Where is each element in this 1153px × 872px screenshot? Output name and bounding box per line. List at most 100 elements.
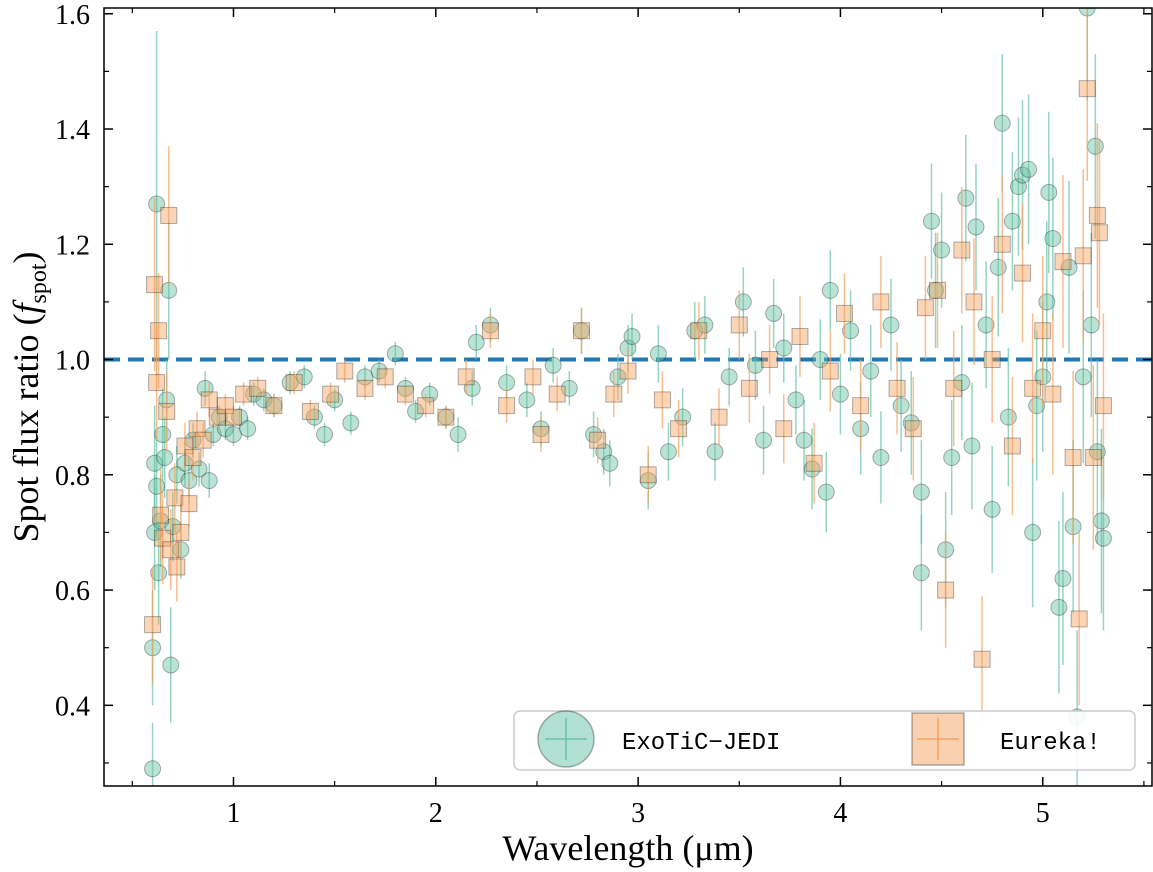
data-point xyxy=(176,437,194,455)
data-point xyxy=(953,241,971,259)
data-point xyxy=(158,402,176,420)
data-point xyxy=(817,483,835,501)
data-point xyxy=(1014,264,1032,282)
data-point xyxy=(710,408,728,426)
data-point xyxy=(872,293,890,311)
data-point xyxy=(1074,247,1092,265)
data-point xyxy=(761,351,779,369)
data-point xyxy=(437,408,455,426)
data-point xyxy=(957,189,975,207)
data-point xyxy=(755,431,773,449)
data-point xyxy=(912,564,930,582)
data-point xyxy=(945,379,963,397)
data-point xyxy=(336,362,354,380)
data-point xyxy=(396,385,414,403)
data-point xyxy=(805,454,823,472)
data-point xyxy=(498,397,516,415)
data-point xyxy=(989,258,1007,276)
data-point xyxy=(720,368,738,386)
data-point xyxy=(933,241,951,259)
data-point xyxy=(746,356,764,374)
data-point xyxy=(1054,253,1072,271)
legend-frame xyxy=(513,710,1136,771)
data-point xyxy=(162,656,180,674)
data-point xyxy=(156,449,174,467)
data-point xyxy=(740,379,758,397)
data-point xyxy=(146,454,164,472)
data-point xyxy=(993,235,1011,253)
data-point xyxy=(973,650,991,668)
data-point xyxy=(148,195,166,213)
data-point xyxy=(696,316,714,334)
data-point xyxy=(882,316,900,334)
data-point xyxy=(706,443,724,461)
data-point xyxy=(912,483,930,501)
data-point xyxy=(200,472,218,490)
data-point xyxy=(548,385,566,403)
data-point xyxy=(239,420,257,438)
data-point xyxy=(265,397,283,415)
data-point xyxy=(376,368,394,386)
data-point xyxy=(690,322,708,340)
series-eureka xyxy=(144,8,1112,723)
y-tick-label: 1.6 xyxy=(55,0,90,31)
data-point xyxy=(821,362,839,380)
data-point xyxy=(999,408,1017,426)
data-point xyxy=(285,374,303,392)
data-point xyxy=(775,339,793,357)
data-point xyxy=(734,293,752,311)
data-point xyxy=(803,460,821,478)
data-point xyxy=(943,449,961,467)
data-point xyxy=(929,281,947,299)
data-point xyxy=(1060,258,1078,276)
x-axis-label: Wavelength (μm) xyxy=(502,828,753,868)
data-point xyxy=(821,281,839,299)
data-point xyxy=(235,385,253,403)
data-point xyxy=(498,374,516,392)
data-point xyxy=(775,420,793,438)
y-tick-label: 0.6 xyxy=(55,576,90,607)
data-point xyxy=(811,351,829,369)
data-point xyxy=(922,212,940,230)
data-point xyxy=(1009,178,1027,196)
data-point xyxy=(144,616,162,634)
data-point xyxy=(649,345,667,363)
data-point xyxy=(518,391,536,409)
data-point xyxy=(166,489,184,507)
data-point xyxy=(1044,230,1062,248)
data-point xyxy=(862,362,880,380)
data-point xyxy=(842,322,860,340)
data-point xyxy=(937,581,955,599)
data-point xyxy=(605,385,623,403)
data-point xyxy=(532,425,550,443)
data-point xyxy=(210,408,228,426)
data-point xyxy=(160,206,178,224)
data-point xyxy=(457,368,475,386)
data-point xyxy=(180,495,198,513)
data-point xyxy=(1084,449,1102,467)
y-axis-label: Spot flux ratio (fspot) xyxy=(6,251,52,542)
data-point xyxy=(160,281,178,299)
data-point xyxy=(172,523,190,541)
data-point xyxy=(144,760,162,778)
data-point xyxy=(601,454,619,472)
data-point xyxy=(188,420,206,438)
legend-label-eureka: Eureka! xyxy=(1000,730,1101,757)
data-point xyxy=(965,293,983,311)
data-point xyxy=(1014,166,1032,184)
data-point xyxy=(524,368,542,386)
x-tick-label: 2 xyxy=(429,798,443,829)
data-point xyxy=(342,414,360,432)
data-point xyxy=(168,466,186,484)
data-point xyxy=(463,379,481,397)
data-point xyxy=(927,281,945,299)
data-point xyxy=(977,316,995,334)
legend-label-exotic-jedi: ExoTiC−JEDI xyxy=(622,730,780,757)
data-point xyxy=(831,385,849,403)
legend-symbol-exotic-jedi xyxy=(537,710,595,768)
data-point xyxy=(888,379,906,397)
data-point xyxy=(852,397,870,415)
data-point xyxy=(1082,316,1100,334)
data-point xyxy=(295,368,313,386)
